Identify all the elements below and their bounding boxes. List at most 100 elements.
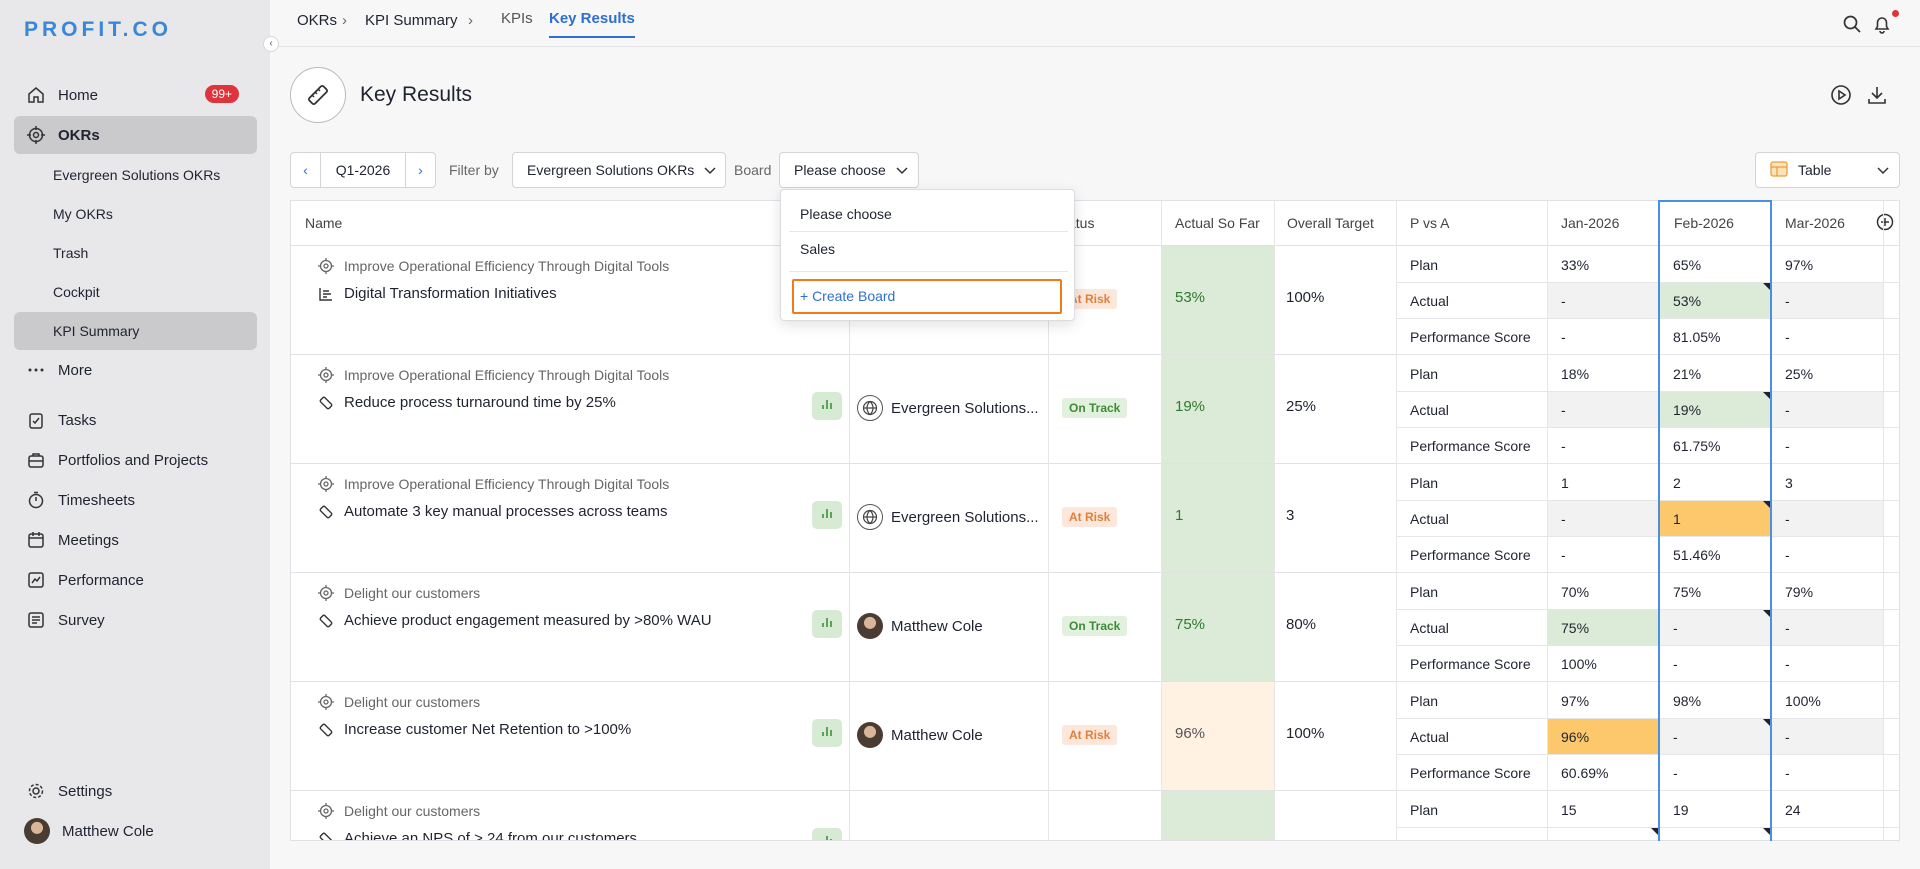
create-board-button[interactable]: + Create Board xyxy=(792,279,1062,314)
table-row[interactable]: Delight our customers Increase customer N… xyxy=(291,682,1899,791)
month-cell[interactable]: - xyxy=(1561,547,1566,563)
next-period-button[interactable]: › xyxy=(405,153,435,187)
brand-logo[interactable]: PROFIT.CO xyxy=(24,18,173,41)
month-cell[interactable]: 96% xyxy=(1561,729,1590,745)
month-cell[interactable]: 3 xyxy=(1785,475,1793,491)
month-cell[interactable]: 97% xyxy=(1561,693,1590,709)
sidebar-subitem-my-okrs[interactable]: My OKRs xyxy=(53,206,113,222)
month-cell[interactable]: 15 xyxy=(1561,802,1577,818)
tab-kpis[interactable]: KPIs xyxy=(501,10,533,27)
play-icon[interactable] xyxy=(1830,84,1852,106)
comment-marker[interactable] xyxy=(1763,719,1772,728)
collapse-sidebar-button[interactable]: ‹ xyxy=(263,36,279,52)
parent-objective[interactable]: Delight our customers xyxy=(318,694,480,710)
sidebar-item-timesheets[interactable]: Timesheets xyxy=(14,481,257,519)
comment-marker[interactable] xyxy=(1763,392,1772,401)
month-cell[interactable]: 21% xyxy=(1673,366,1702,382)
key-result-name[interactable]: Achieve an NPS of > 24 from our customer… xyxy=(318,830,637,840)
month-cell[interactable]: - xyxy=(1673,620,1678,636)
month-cell[interactable]: 65% xyxy=(1673,257,1702,273)
month-cell[interactable]: - xyxy=(1785,620,1790,636)
month-cell[interactable]: 19% xyxy=(1673,402,1702,418)
month-cell[interactable]: - xyxy=(1785,511,1790,527)
month-cell[interactable]: 60.69% xyxy=(1561,765,1609,781)
owner[interactable]: Matthew Cole xyxy=(857,722,983,748)
breadcrumb-okrs[interactable]: OKRs xyxy=(297,12,338,29)
key-result-name[interactable]: Reduce process turnaround time by 25% xyxy=(318,394,616,411)
month-cell[interactable]: 25% xyxy=(1785,366,1814,382)
month-cell[interactable]: - xyxy=(1561,402,1566,418)
parent-objective[interactable]: Delight our customers xyxy=(318,585,480,601)
month-cell[interactable]: - xyxy=(1785,656,1790,672)
search-icon[interactable] xyxy=(1842,14,1862,34)
period-value[interactable]: Q1-2026 xyxy=(335,162,391,178)
board-dropdown[interactable]: Please choose xyxy=(779,152,919,188)
table-row[interactable]: Delight our customers Achieve an NPS of >… xyxy=(291,791,1899,840)
month-cell[interactable]: - xyxy=(1785,765,1790,781)
sidebar-item-tasks[interactable]: Tasks xyxy=(14,401,257,439)
parent-objective[interactable]: Improve Operational Efficiency Through D… xyxy=(318,367,669,383)
table-row[interactable]: Delight our customers Achieve product eng… xyxy=(291,573,1899,682)
month-cell[interactable]: - xyxy=(1673,765,1678,781)
month-cell[interactable]: 81.05% xyxy=(1673,329,1721,345)
month-cell[interactable]: 53% xyxy=(1673,293,1702,309)
month-cell[interactable]: 100% xyxy=(1561,656,1597,672)
sidebar-item-performance[interactable]: Performance xyxy=(14,561,257,599)
key-result-name[interactable]: Digital Transformation Initiatives xyxy=(318,285,557,302)
month-cell[interactable]: 2 xyxy=(1673,475,1681,491)
sidebar-subitem-cockpit[interactable]: Cockpit xyxy=(53,284,100,300)
key-result-name[interactable]: Increase customer Net Retention to >100% xyxy=(318,721,631,738)
table-row[interactable]: Improve Operational Efficiency Through D… xyxy=(291,246,1899,355)
month-cell[interactable]: - xyxy=(1673,656,1678,672)
parent-objective[interactable]: Improve Operational Efficiency Through D… xyxy=(318,258,669,274)
sidebar-subitem-kpi-summary[interactable]: KPI Summary xyxy=(14,312,257,350)
month-cell[interactable]: 51.46% xyxy=(1673,547,1721,563)
column-header-feb[interactable]: Feb-2026 xyxy=(1674,215,1734,231)
sidebar-item-more[interactable]: More xyxy=(14,351,257,389)
owner[interactable]: Evergreen Solutions... xyxy=(857,504,1039,530)
month-cell[interactable]: 61.75% xyxy=(1673,438,1721,454)
month-cell[interactable]: 75% xyxy=(1561,620,1590,636)
sidebar-subitem-evergreen-okrs[interactable]: Evergreen Solutions OKRs xyxy=(53,167,221,183)
breadcrumb-kpi-summary[interactable]: KPI Summary xyxy=(365,12,458,29)
month-cell[interactable]: - xyxy=(1561,438,1566,454)
comment-marker[interactable] xyxy=(1763,283,1772,292)
view-chart-button[interactable] xyxy=(812,392,842,420)
month-cell[interactable]: - xyxy=(1561,293,1566,309)
add-column-icon[interactable] xyxy=(1876,213,1894,234)
parent-objective[interactable]: Improve Operational Efficiency Through D… xyxy=(318,476,669,492)
month-cell[interactable]: - xyxy=(1561,329,1566,345)
sidebar-item-home[interactable]: Home 99+ xyxy=(14,76,257,114)
sidebar-item-meetings[interactable]: Meetings xyxy=(14,521,257,559)
board-option-please-choose[interactable]: Please choose xyxy=(800,206,892,222)
month-cell[interactable]: 79% xyxy=(1785,584,1814,600)
month-cell[interactable]: 24 xyxy=(1785,802,1801,818)
owner[interactable]: Evergreen Solutions... xyxy=(857,395,1039,421)
month-cell[interactable]: 1 xyxy=(1673,511,1681,527)
filter-dropdown[interactable]: Evergreen Solutions OKRs xyxy=(512,152,726,188)
month-cell[interactable]: 19 xyxy=(1673,802,1689,818)
month-cell[interactable]: - xyxy=(1561,511,1566,527)
column-header-jan[interactable]: Jan-2026 xyxy=(1561,215,1620,231)
download-icon[interactable] xyxy=(1866,84,1888,106)
month-cell[interactable]: 70% xyxy=(1561,584,1590,600)
sidebar-item-okrs[interactable]: OKRs xyxy=(14,116,257,154)
view-chart-button[interactable] xyxy=(812,828,842,840)
parent-objective[interactable]: Delight our customers xyxy=(318,803,480,819)
month-cell[interactable]: - xyxy=(1785,329,1790,345)
column-header-mar[interactable]: Mar-2026 xyxy=(1785,215,1845,231)
month-cell[interactable]: 100% xyxy=(1785,693,1821,709)
table-row[interactable]: Improve Operational Efficiency Through D… xyxy=(291,355,1899,464)
key-result-name[interactable]: Achieve product engagement measured by >… xyxy=(318,612,712,629)
month-cell[interactable]: - xyxy=(1785,293,1790,309)
view-selector[interactable]: Table xyxy=(1755,152,1900,188)
sidebar-item-survey[interactable]: Survey xyxy=(14,601,257,639)
comment-marker[interactable] xyxy=(1651,828,1660,837)
month-cell[interactable]: 1 xyxy=(1561,475,1569,491)
sidebar-subitem-trash[interactable]: Trash xyxy=(53,245,89,261)
month-cell[interactable]: - xyxy=(1785,402,1790,418)
month-cell[interactable]: 75% xyxy=(1673,584,1702,600)
month-cell[interactable]: 97% xyxy=(1785,257,1814,273)
column-header-name[interactable]: Name xyxy=(305,215,343,231)
key-result-name[interactable]: Automate 3 key manual processes across t… xyxy=(318,503,667,520)
